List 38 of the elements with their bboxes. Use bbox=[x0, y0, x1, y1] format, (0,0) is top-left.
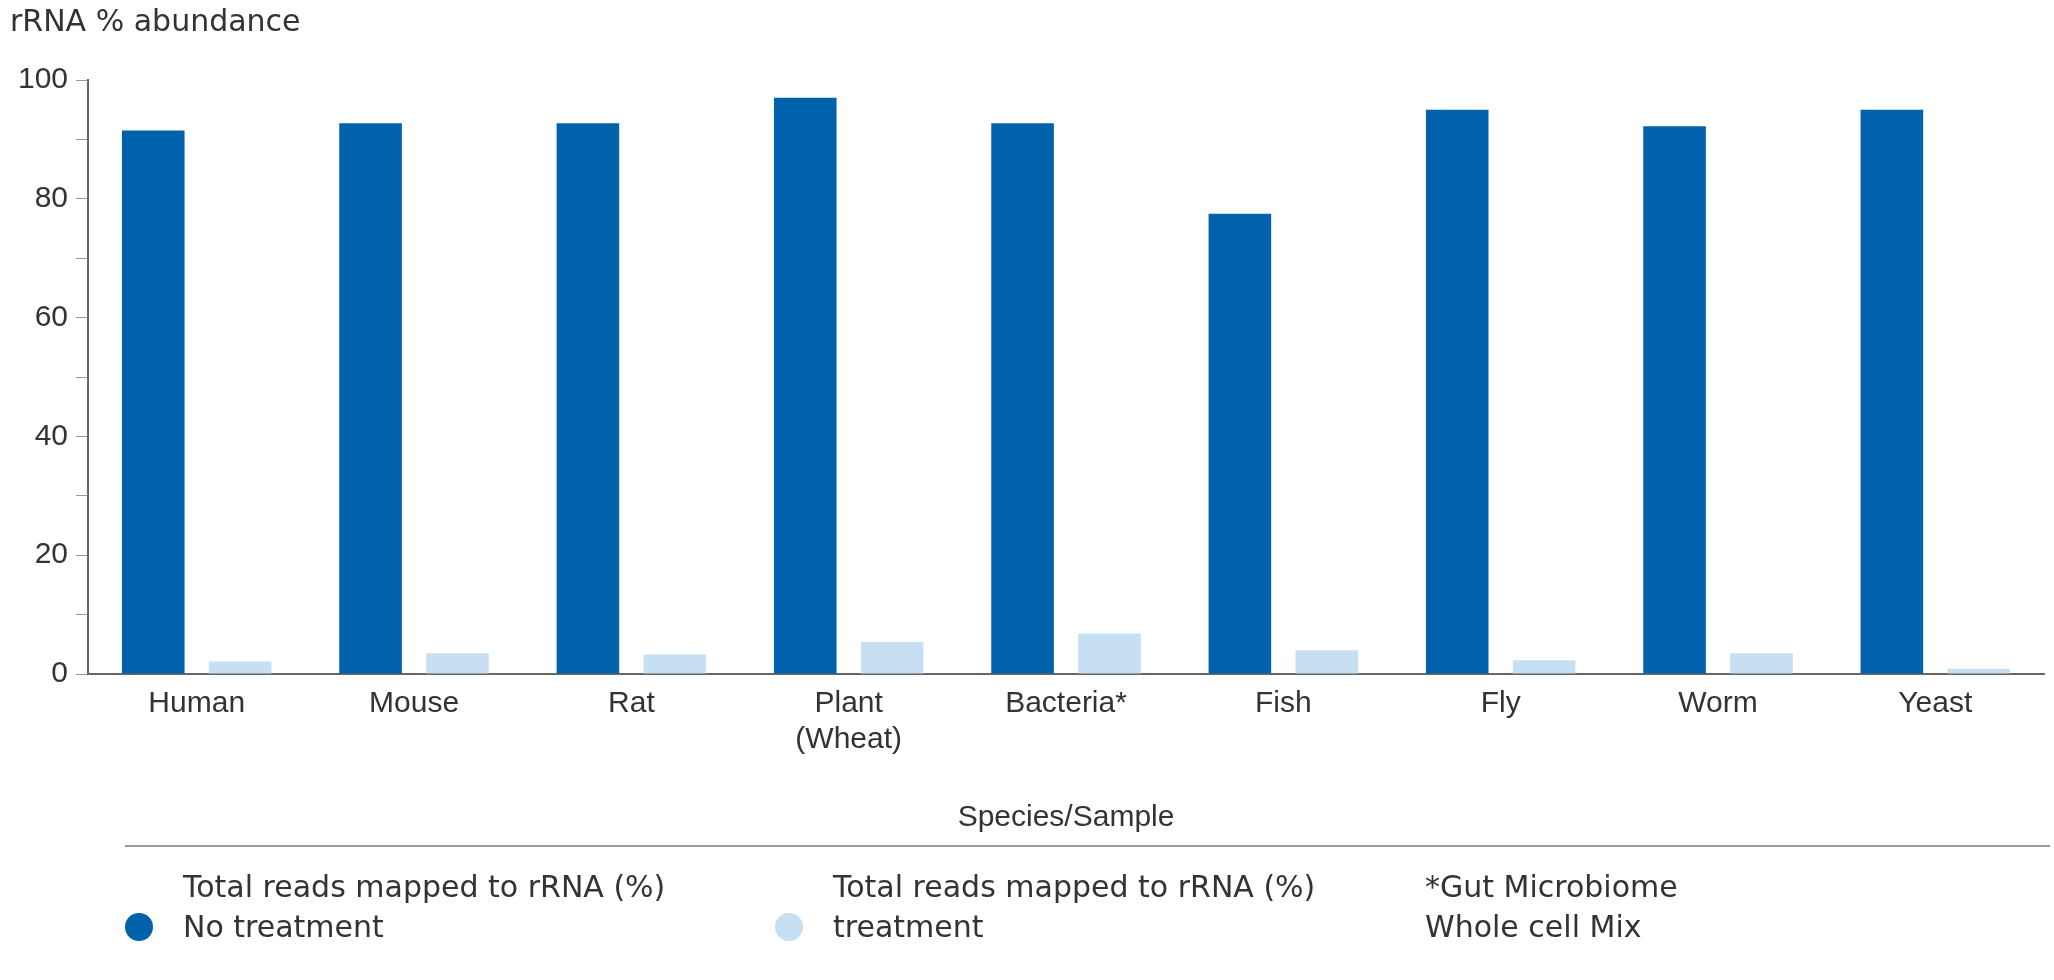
y-tick-label: 0 bbox=[51, 655, 69, 689]
bar bbox=[121, 130, 185, 674]
x-tick-label: Worm bbox=[1678, 685, 1758, 719]
bar bbox=[339, 123, 402, 674]
y-tick-label: 20 bbox=[34, 536, 69, 570]
x-tick-label: Fish bbox=[1255, 685, 1312, 719]
bar bbox=[1643, 126, 1706, 674]
bar bbox=[208, 661, 272, 674]
x-tick-label: Fly bbox=[1480, 685, 1521, 719]
bar bbox=[1208, 213, 1272, 674]
bar bbox=[556, 123, 620, 674]
bar bbox=[643, 654, 707, 674]
x-tick-label: Mouse bbox=[369, 685, 460, 719]
y-tick-label: 60 bbox=[34, 298, 69, 332]
x-tick-label: Plant (Wheat) bbox=[795, 685, 903, 755]
bar bbox=[1860, 109, 1924, 674]
bar bbox=[1295, 650, 1359, 674]
bar bbox=[426, 653, 489, 674]
x-tick-label: Rat bbox=[608, 685, 656, 719]
y-tick-label: 80 bbox=[34, 180, 69, 214]
bar bbox=[773, 97, 837, 674]
bar bbox=[991, 123, 1054, 674]
y-tick-label: 100 bbox=[17, 61, 69, 95]
x-axis-title: Species/Sample bbox=[957, 799, 1175, 833]
x-tick-label: Bacteria* bbox=[1005, 685, 1128, 719]
y-axis-title: rRNA % abundance bbox=[10, 2, 301, 38]
x-tick-label: Yeast bbox=[1898, 685, 1973, 719]
bar bbox=[1425, 109, 1489, 674]
legend-label: Total reads mapped to rRNA (%) treatment bbox=[833, 868, 1317, 946]
y-tick-label: 40 bbox=[34, 417, 69, 451]
bar bbox=[860, 641, 924, 674]
legend-label: Total reads mapped to rRNA (%) No treatment bbox=[183, 868, 667, 946]
bar bbox=[1947, 668, 2011, 674]
bar bbox=[1730, 653, 1793, 674]
bar bbox=[1512, 660, 1576, 674]
bar bbox=[1078, 633, 1141, 674]
text: *Gut Microbiome Whole cell Mix bbox=[1425, 868, 1679, 946]
x-tick-label: Human bbox=[148, 685, 246, 719]
